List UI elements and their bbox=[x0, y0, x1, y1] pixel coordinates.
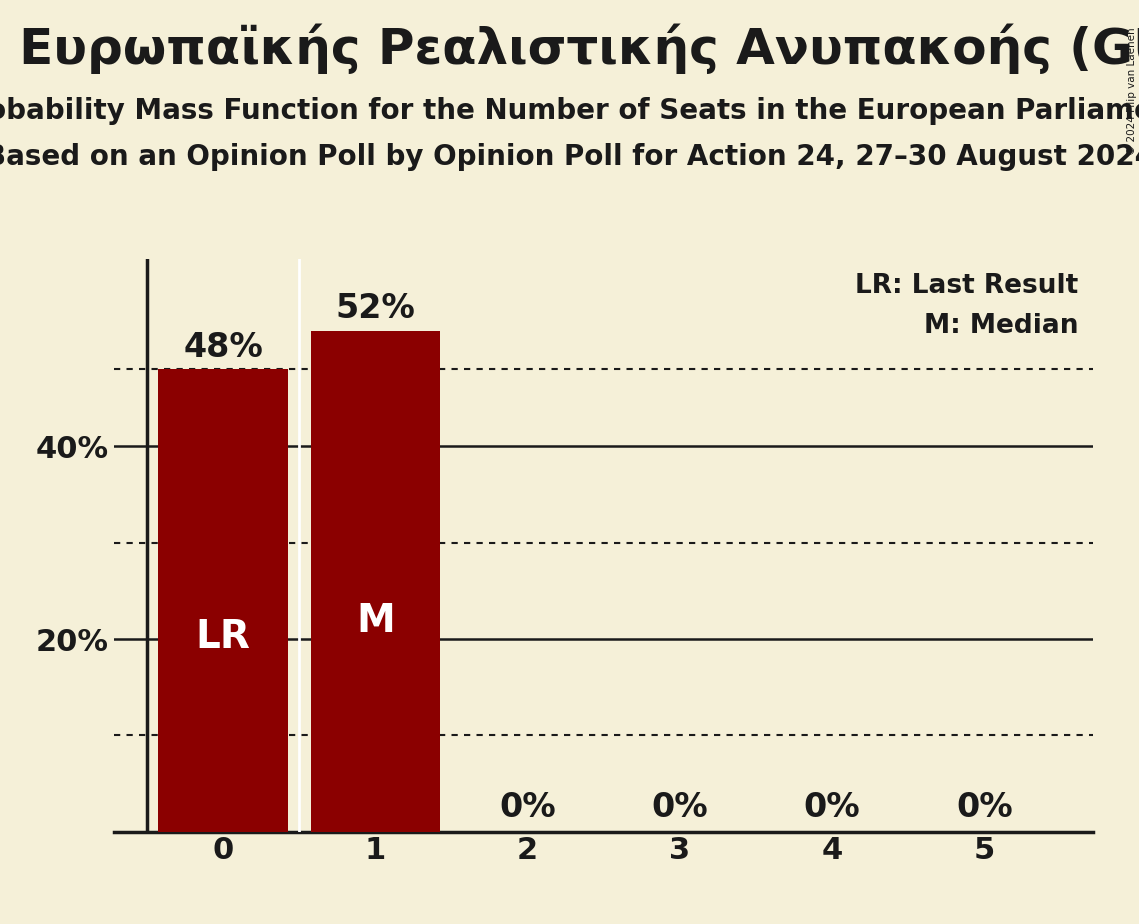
Bar bbox=[158, 370, 288, 832]
Text: Probability Mass Function for the Number of Seats in the European Parliament: Probability Mass Function for the Number… bbox=[0, 97, 1139, 125]
Text: 0%: 0% bbox=[652, 791, 708, 824]
Text: LR: Last Result: LR: Last Result bbox=[855, 274, 1079, 299]
Text: M: M bbox=[357, 602, 395, 640]
Text: 0%: 0% bbox=[956, 791, 1013, 824]
Text: M: Median: M: Median bbox=[924, 313, 1079, 339]
Bar bbox=[311, 331, 440, 832]
Text: LR: LR bbox=[196, 618, 251, 656]
Text: Μέτωπο Ευρωπαϊκής Ρεαλιστικής Ανυπακοής (GUE/NGL): Μέτωπο Ευρωπαϊκής Ρεαλιστικής Ανυπακοής … bbox=[0, 23, 1139, 74]
Text: 0%: 0% bbox=[499, 791, 556, 824]
Text: 52%: 52% bbox=[336, 292, 416, 325]
Text: 0%: 0% bbox=[804, 791, 860, 824]
Text: © 2024 Filip van Laenen: © 2024 Filip van Laenen bbox=[1126, 28, 1137, 155]
Text: Based on an Opinion Poll by Opinion Poll for Action 24, 27–30 August 2024: Based on an Opinion Poll by Opinion Poll… bbox=[0, 143, 1139, 171]
Text: 48%: 48% bbox=[183, 331, 263, 364]
